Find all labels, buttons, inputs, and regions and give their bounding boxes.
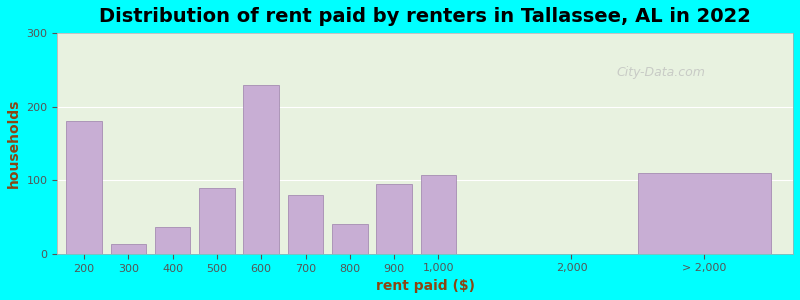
Bar: [421, 175, 456, 254]
Bar: [288, 195, 323, 254]
Bar: [110, 244, 146, 254]
Bar: [377, 184, 412, 254]
Title: Distribution of rent paid by renters in Tallassee, AL in 2022: Distribution of rent paid by renters in …: [99, 7, 751, 26]
X-axis label: rent paid ($): rent paid ($): [376, 279, 474, 293]
Text: City-Data.com: City-Data.com: [616, 66, 705, 79]
Bar: [199, 188, 234, 254]
Y-axis label: households: households: [7, 99, 21, 188]
Bar: [155, 226, 190, 254]
Bar: [243, 85, 279, 254]
Bar: [638, 173, 771, 254]
Bar: [66, 121, 102, 254]
Bar: [332, 224, 367, 254]
